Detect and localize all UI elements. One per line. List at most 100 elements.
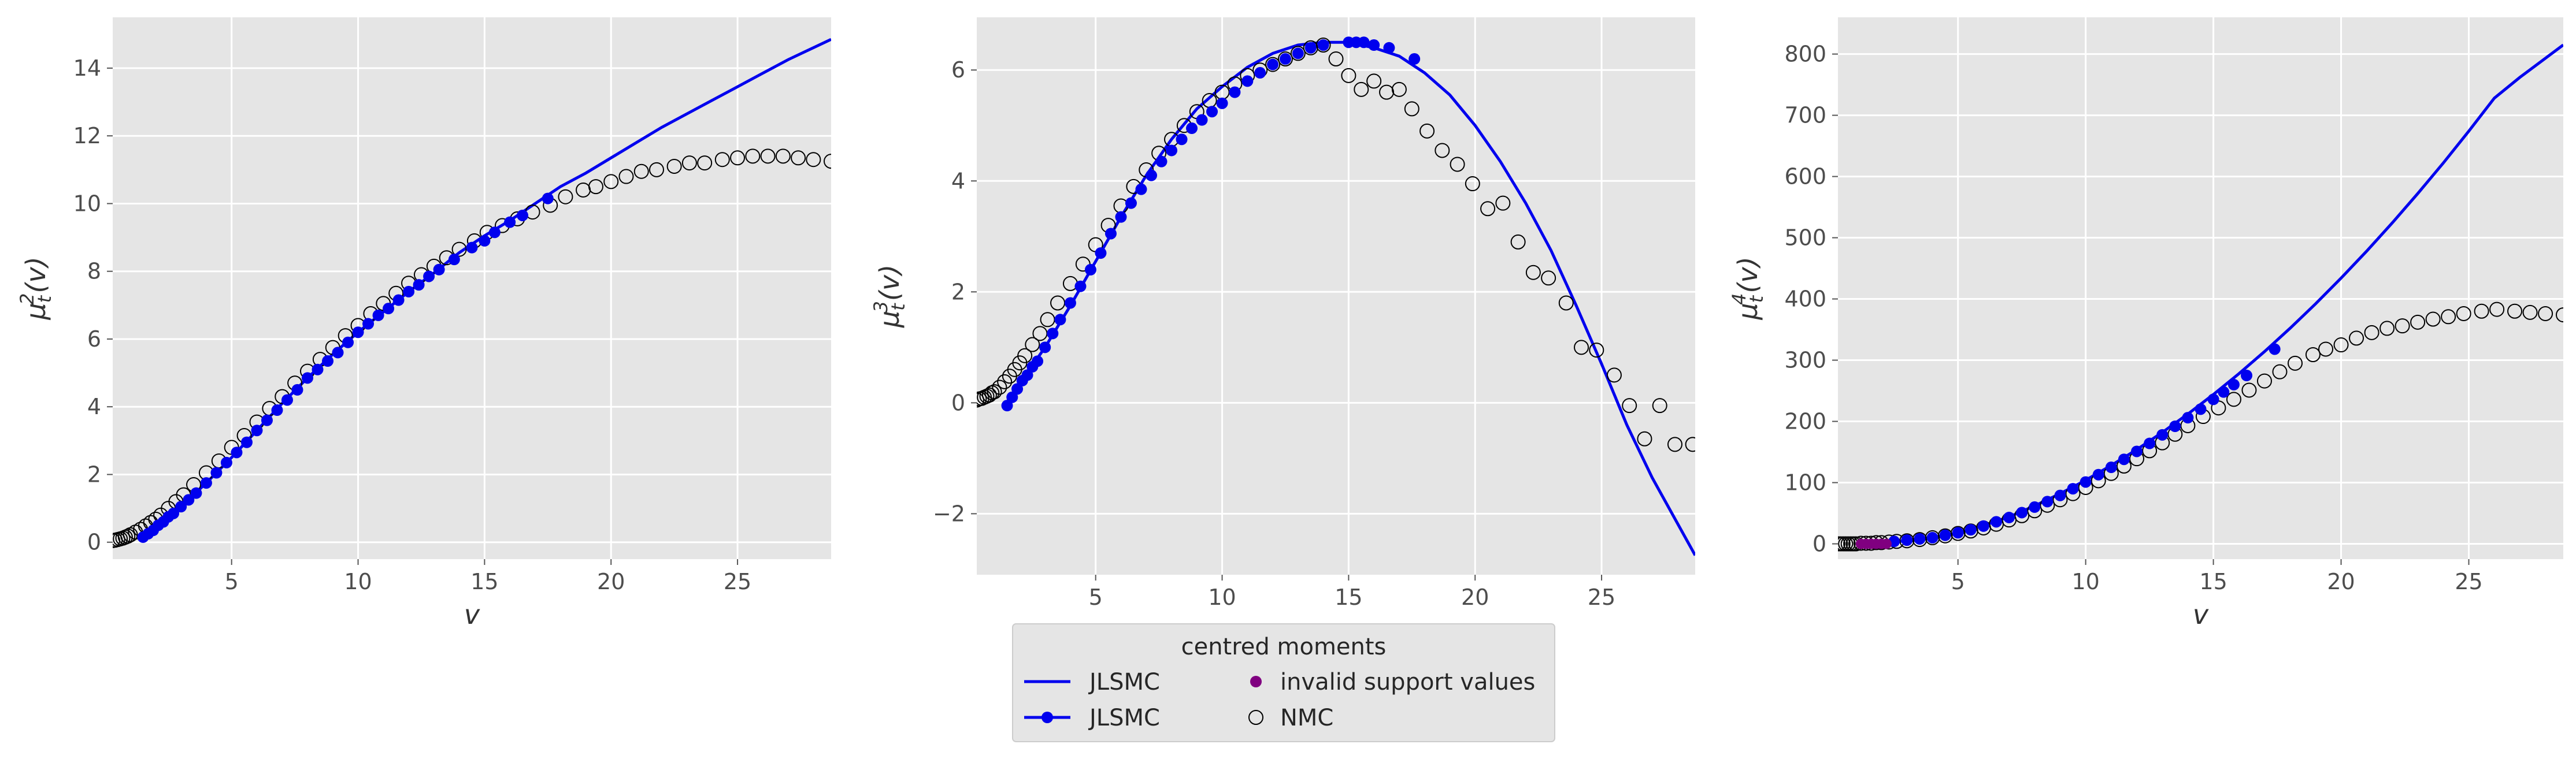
jlsmc-point (291, 384, 303, 396)
nmc-point (666, 158, 682, 174)
nmc-point (1435, 143, 1450, 158)
y-tick-label: 800 (1784, 42, 1826, 67)
jlsmc-point (542, 192, 554, 204)
x-tick-label: 10 (1208, 585, 1236, 610)
jlsmc-point (2118, 453, 2130, 466)
nmc-point (1366, 73, 1382, 89)
jlsmc-point (2169, 421, 2181, 433)
jlsmc-point (2029, 501, 2041, 513)
jlsmc-point (231, 447, 243, 459)
jlsmc-point (448, 254, 460, 266)
jlsmc-point (362, 318, 375, 330)
jlsmc-point (504, 216, 516, 228)
x-tick-label: 5 (1951, 569, 1965, 594)
jlsmc-point (433, 263, 445, 276)
jlsmc-point (1914, 533, 1926, 545)
nmc-point (2288, 355, 2303, 371)
y-tick-label: 400 (1784, 287, 1826, 312)
jlsmc-point (1135, 183, 1147, 195)
panel-mu4: 5 10 15 20 25 0 100 200 300 400 500 600 700 800 v μt4(v… (1728, 17, 2563, 630)
nmc-point (1589, 343, 1604, 358)
nmc-point (2364, 325, 2379, 340)
jlsmc-point (466, 241, 478, 254)
jlsmc-point (1368, 39, 1380, 51)
nmc-point (1912, 532, 1928, 548)
jlsmc-point (261, 414, 273, 426)
legend-jlsmc-line-label: JLSMC (1088, 669, 1160, 695)
nmc-point (1017, 348, 1033, 363)
jlsmc-point (281, 394, 293, 406)
nmc-point (760, 148, 776, 164)
jlsmc-point (1104, 228, 1117, 240)
jlsmc-point (383, 303, 395, 315)
x-tick-label: 20 (1461, 585, 1489, 610)
jlsmc-point (2041, 496, 2054, 508)
nmc-point (987, 384, 1002, 400)
y-tick-label: 0 (87, 530, 101, 555)
jlsmc-point (479, 235, 491, 247)
jlsmc-point (1047, 328, 1059, 340)
nmc-point (1303, 40, 1318, 55)
nmc-point (2489, 302, 2505, 317)
nmc-point (984, 385, 1000, 401)
y-axis-label: μt2(v) (16, 256, 55, 320)
legend-jlsmc-marker-label: JLSMC (1088, 705, 1160, 731)
legend-invalid-swatch (1250, 676, 1262, 687)
legend: centred moments JLSMC JLSMC invalid supp… (1012, 623, 1555, 742)
jlsmc-point (413, 279, 425, 291)
nmc-point (1290, 46, 1306, 61)
jlsmc-point (2016, 507, 2028, 519)
jlsmc-point (2195, 403, 2207, 415)
nmc-point (806, 152, 821, 168)
legend-title: centred moments (1181, 634, 1387, 660)
nmc-point (1622, 398, 1637, 414)
x-tick-label: 25 (1588, 585, 1615, 610)
jlsmc-point (1125, 197, 1137, 209)
jlsmc-point (2067, 483, 2079, 495)
nmc-point (824, 154, 831, 169)
nmc-point (1950, 526, 1966, 541)
jlsmc-point (2105, 462, 2117, 474)
x-tick-label: 15 (470, 569, 498, 594)
jlsmc-point (342, 336, 354, 348)
jlsmc-point (2207, 393, 2219, 405)
jlsmc-point (392, 294, 405, 306)
legend-box (1012, 623, 1555, 742)
jlsmc-point (372, 309, 384, 321)
nmc-point (1419, 123, 1435, 139)
jlsmc-point (240, 436, 253, 448)
nmc-point (2318, 341, 2334, 357)
jlsmc-point (2182, 412, 2194, 424)
nmc-point (2441, 309, 2456, 325)
nmc-point (1558, 295, 1574, 311)
nmc-point (1315, 38, 1331, 53)
y-tick-label: 6 (951, 57, 965, 83)
jlsmc-point (1926, 531, 1939, 544)
nmc-point (1574, 340, 1589, 355)
nmc-point (1480, 201, 1496, 217)
x-tick-label: 25 (724, 569, 751, 594)
x-tick-label: 20 (597, 569, 625, 594)
y-tick-label: 300 (1784, 348, 1826, 373)
nmc-point (603, 174, 619, 189)
nmc-point (2333, 337, 2349, 353)
nmc-point (977, 392, 984, 408)
jlsmc-point (1074, 280, 1087, 292)
y-tick-label: 100 (1784, 470, 1826, 496)
y-tick-label: 200 (1784, 409, 1826, 434)
nmc-point (2522, 304, 2538, 320)
jlsmc-point (1095, 247, 1107, 259)
jlsmc-point (332, 347, 344, 359)
nmc-point (2395, 318, 2410, 334)
jlsmc-point (1001, 400, 1013, 412)
nmc-point (2305, 347, 2321, 362)
nmc-point (775, 148, 791, 164)
nmc-point (1277, 51, 1293, 67)
y-tick-label: 8 (87, 259, 101, 284)
jlsmc-point (1216, 97, 1228, 109)
jlsmc-point (2241, 370, 2253, 382)
jlsmc-point (2218, 386, 2230, 398)
jlsmc-point (200, 477, 212, 489)
nmc-point (697, 155, 713, 171)
jlsmc-point (1279, 53, 1291, 65)
